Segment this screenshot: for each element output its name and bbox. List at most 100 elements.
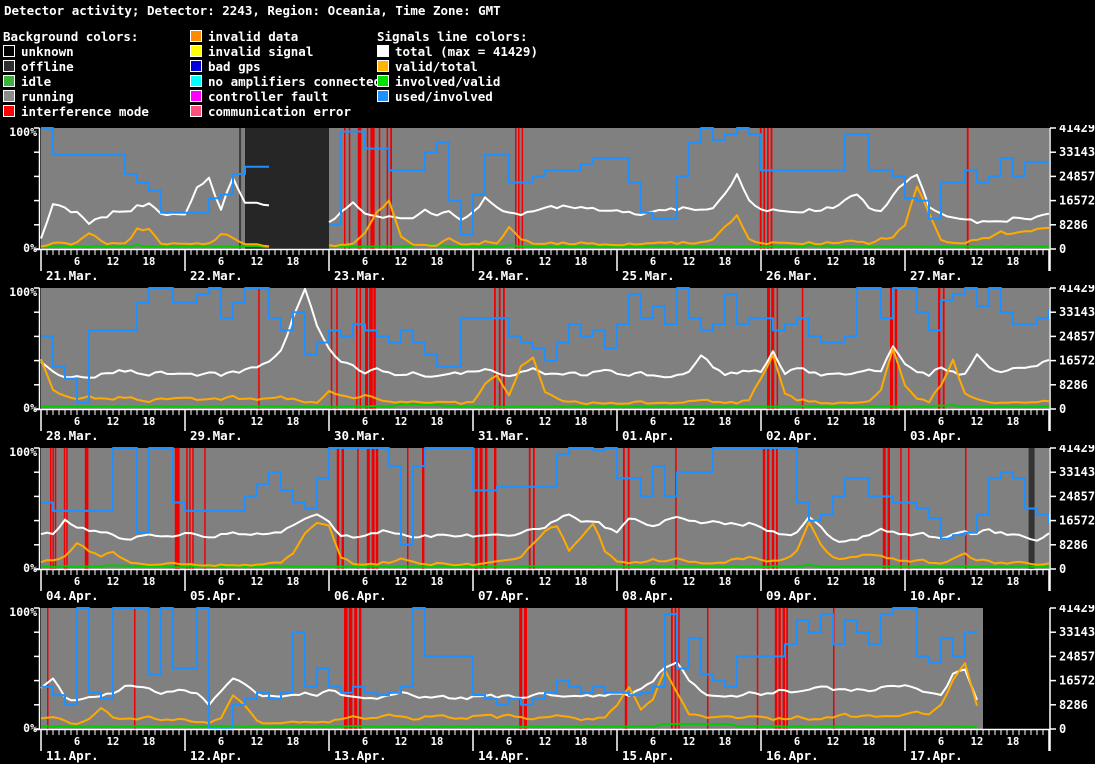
hour-tick-label: 6 bbox=[506, 256, 512, 268]
interference-stripe bbox=[503, 288, 505, 409]
date-label: 21.Mar. bbox=[46, 268, 99, 283]
hour-tick-label: 6 bbox=[74, 256, 80, 268]
interference-stripe bbox=[479, 448, 483, 569]
legend-item-bg-4-swatch bbox=[3, 105, 15, 117]
legend-item-signal-1: valid/total bbox=[377, 59, 538, 74]
right-axis-tick-label: 24857 bbox=[1059, 169, 1095, 183]
interference-stripe bbox=[189, 448, 191, 569]
interference-stripe bbox=[474, 448, 478, 569]
interference-stripe bbox=[774, 608, 778, 729]
interference-stripe bbox=[767, 448, 770, 569]
date-label: 12.Apr. bbox=[190, 748, 243, 763]
interference-stripe bbox=[965, 448, 967, 569]
interference-stripe bbox=[778, 608, 781, 729]
hour-tick-label: 12 bbox=[971, 576, 984, 588]
interference-stripe bbox=[386, 128, 389, 249]
right-axis-tick-label: 8286 bbox=[1059, 538, 1088, 552]
date-label: 24.Mar. bbox=[478, 268, 531, 283]
used-involved-line bbox=[41, 287, 1050, 404]
legend-item-status-5-swatch bbox=[190, 105, 202, 117]
interference-stripe bbox=[519, 608, 523, 729]
interference-stripe bbox=[84, 448, 89, 569]
legend-item-status-3-swatch bbox=[190, 75, 202, 87]
hour-tick-label: 6 bbox=[218, 416, 224, 428]
interference-stripe bbox=[528, 448, 531, 569]
legend-item-bg-1-label: offline bbox=[21, 59, 74, 74]
right-axis-tick-label: 33143 bbox=[1059, 145, 1095, 159]
interference-stripe bbox=[624, 608, 628, 729]
hour-tick-label: 6 bbox=[938, 736, 944, 748]
date-label: 28.Mar. bbox=[46, 428, 99, 443]
hour-tick-label: 12 bbox=[251, 416, 264, 428]
date-label: 15.Apr. bbox=[622, 748, 675, 763]
hour-tick-label: 18 bbox=[287, 416, 300, 428]
interference-stripe bbox=[258, 288, 260, 409]
legend-item-bg-0-swatch bbox=[3, 45, 15, 57]
involved-valid-line bbox=[40, 722, 977, 728]
right-axis-tick-label: 33143 bbox=[1059, 625, 1095, 639]
date-label: 17.Apr. bbox=[910, 748, 963, 763]
date-label: 06.Apr. bbox=[334, 588, 387, 603]
interference-stripe bbox=[336, 448, 340, 569]
hour-tick-label: 12 bbox=[107, 576, 120, 588]
interference-stripe bbox=[354, 608, 358, 729]
right-axis-tick-label: 0 bbox=[1059, 722, 1066, 736]
interference-stripe bbox=[763, 128, 766, 249]
hour-tick-label: 6 bbox=[938, 416, 944, 428]
legend-item-status-1-swatch bbox=[190, 45, 202, 57]
interference-stripe bbox=[366, 128, 369, 249]
interference-stripe bbox=[908, 448, 910, 569]
interference-stripe bbox=[533, 448, 535, 569]
hour-tick-label: 12 bbox=[539, 576, 552, 588]
interference-stripe bbox=[366, 448, 370, 569]
hour-tick-label: 12 bbox=[971, 416, 984, 428]
legend-item-bg-3-swatch bbox=[3, 90, 15, 102]
date-label: 11.Apr. bbox=[46, 748, 99, 763]
legend-item-status-4: controller fault bbox=[190, 89, 381, 104]
legend-item-bg-2-swatch bbox=[3, 75, 15, 87]
hour-tick-label: 6 bbox=[506, 736, 512, 748]
right-axis-tick-label: 24857 bbox=[1059, 649, 1095, 663]
hour-tick-label: 6 bbox=[362, 576, 368, 588]
used-involved-line bbox=[41, 127, 1049, 236]
legend-item-status-0: invalid data bbox=[190, 29, 381, 44]
legend-item-status-0-label: invalid data bbox=[208, 29, 299, 44]
interference-stripe bbox=[370, 128, 375, 249]
interference-stripe bbox=[801, 288, 804, 409]
interference-stripe bbox=[674, 608, 677, 729]
valid-total-line bbox=[40, 347, 1050, 406]
hour-tick-label: 12 bbox=[683, 256, 696, 268]
date-label: 25.Mar. bbox=[622, 268, 675, 283]
right-axis-tick-label: 33143 bbox=[1059, 465, 1095, 479]
hour-tick-label: 12 bbox=[395, 416, 408, 428]
interference-stripe bbox=[515, 128, 517, 249]
hour-tick-label: 12 bbox=[683, 416, 696, 428]
hour-tick-label: 12 bbox=[539, 736, 552, 748]
interference-stripe bbox=[54, 448, 57, 569]
interference-stripe bbox=[776, 288, 779, 409]
interference-stripe bbox=[378, 128, 381, 249]
hour-tick-label: 6 bbox=[794, 256, 800, 268]
total-line bbox=[40, 287, 1050, 379]
hour-tick-label: 6 bbox=[794, 736, 800, 748]
legend-item-signal-0-label: total (max = 41429) bbox=[395, 44, 538, 59]
hour-tick-label: 6 bbox=[74, 576, 80, 588]
chart-panel-4: 6 12 18 11.Apr. 6 12 18 12.Apr. 6 12 18 13.Apr. 6 12 1… bbox=[0, 601, 1095, 764]
legend-signals-header: Signals line colors: bbox=[377, 29, 528, 44]
involved-valid-line bbox=[40, 564, 1050, 569]
hour-tick-label: 18 bbox=[143, 256, 156, 268]
interference-stripe bbox=[627, 448, 630, 569]
hour-tick-label: 18 bbox=[575, 736, 588, 748]
hour-tick-label: 18 bbox=[1007, 576, 1020, 588]
legend-item-signal-0: total (max = 41429) bbox=[377, 44, 538, 59]
hour-tick-label: 18 bbox=[287, 736, 300, 748]
legend-item-status-5: communication error bbox=[190, 104, 381, 119]
interference-stripe bbox=[882, 448, 886, 569]
left-axis-min-label: 0% bbox=[23, 721, 37, 735]
interference-stripe bbox=[186, 448, 188, 569]
interference-stripe bbox=[344, 608, 348, 729]
hour-tick-label: 18 bbox=[863, 576, 876, 588]
interference-stripe bbox=[390, 128, 392, 249]
